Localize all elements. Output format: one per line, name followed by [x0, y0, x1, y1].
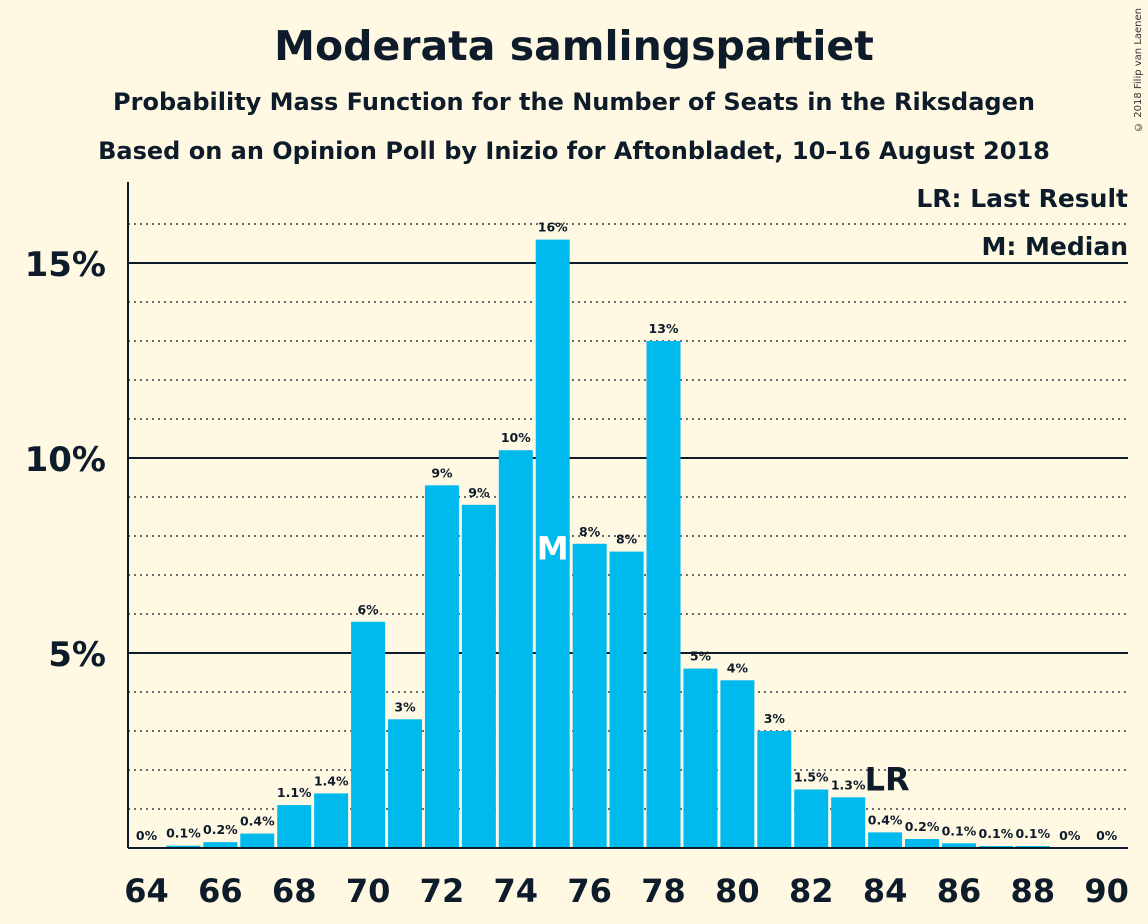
- bar-value-label: 0.1%: [942, 823, 977, 838]
- bar-84: [868, 832, 903, 848]
- bar-value-label: 4%: [727, 660, 749, 675]
- last-result-marker: LR: [865, 760, 910, 798]
- bar-value-label: 0.4%: [868, 812, 903, 827]
- bar-71: [388, 719, 423, 848]
- x-tick-label: 64: [124, 872, 169, 910]
- bar-73: [461, 504, 496, 848]
- bar-value-label: 0.2%: [203, 822, 238, 837]
- bar-value-label: 3%: [394, 699, 416, 714]
- x-tick-label: 66: [198, 872, 243, 910]
- bar-value-label: 0%: [1096, 828, 1118, 843]
- chart-subtitle-2: Based on an Opinion Poll by Inizio for A…: [98, 137, 1050, 165]
- bar-67: [240, 833, 275, 848]
- bar-72: [424, 485, 459, 848]
- bar-value-label: 10%: [501, 430, 531, 445]
- bar-75: [535, 239, 570, 849]
- chart-subtitle-1: Probability Mass Function for the Number…: [113, 88, 1035, 116]
- x-tick-label: 90: [1084, 872, 1129, 910]
- bar-70: [351, 621, 386, 848]
- median-marker: M: [537, 530, 569, 568]
- bar-value-label: 0%: [1059, 828, 1081, 843]
- y-tick-label: 5%: [48, 635, 106, 675]
- x-tick-label: 86: [937, 872, 982, 910]
- x-tick-label: 76: [567, 872, 612, 910]
- bar-69: [314, 793, 349, 848]
- bar-80: [720, 680, 755, 848]
- bar-value-label: 9%: [431, 465, 453, 480]
- bar-value-label: 8%: [579, 524, 601, 539]
- x-tick-label: 80: [715, 872, 760, 910]
- chart-title: Moderata samlingspartiet: [274, 22, 874, 70]
- bar-value-label: 13%: [649, 321, 679, 336]
- x-tick-label: 82: [789, 872, 834, 910]
- bar-value-label: 8%: [616, 532, 638, 547]
- bar-85: [905, 839, 940, 848]
- bar-81: [757, 731, 792, 848]
- bar-66: [203, 842, 238, 848]
- bar-68: [277, 805, 312, 848]
- bar-77: [609, 551, 644, 848]
- x-tick-label: 72: [420, 872, 465, 910]
- bar-76: [572, 543, 607, 848]
- bar-value-label: 6%: [357, 602, 379, 617]
- bar-value-label: 0.1%: [979, 826, 1014, 841]
- bar-value-label: 3%: [764, 711, 786, 726]
- bar-value-label: 1.1%: [277, 785, 312, 800]
- bar-65: [166, 845, 201, 848]
- bar-value-label: 1.4%: [314, 773, 349, 788]
- bar-value-label: 1.3%: [831, 777, 866, 792]
- bar-79: [683, 668, 718, 848]
- bar-value-label: 9%: [468, 485, 490, 500]
- x-tick-label: 84: [863, 872, 908, 910]
- x-tick-label: 68: [272, 872, 317, 910]
- legend-median: M: Median: [981, 232, 1128, 261]
- bar-83: [831, 797, 866, 848]
- bar-82: [794, 789, 829, 848]
- y-tick-label: 15%: [25, 245, 106, 285]
- x-tick-label: 88: [1011, 872, 1056, 910]
- bar-86: [941, 843, 976, 848]
- legend-last-result: LR: Last Result: [916, 184, 1128, 213]
- bar-value-label: 0.2%: [905, 819, 940, 834]
- bar-value-label: 0.4%: [240, 814, 275, 829]
- bar-78: [646, 341, 681, 848]
- bar-value-label: 5%: [690, 649, 712, 664]
- x-tick-label: 78: [641, 872, 686, 910]
- bar-value-label: 0.1%: [166, 826, 201, 841]
- bar-74: [498, 450, 533, 848]
- x-tick-label: 70: [346, 872, 391, 910]
- bar-value-label: 0%: [136, 828, 158, 843]
- y-tick-label: 10%: [25, 440, 106, 480]
- bar-value-label: 1.5%: [794, 770, 829, 785]
- bar-value-label: 0.1%: [1015, 826, 1050, 841]
- bar-value-label: 16%: [538, 220, 568, 235]
- x-tick-label: 74: [494, 872, 539, 910]
